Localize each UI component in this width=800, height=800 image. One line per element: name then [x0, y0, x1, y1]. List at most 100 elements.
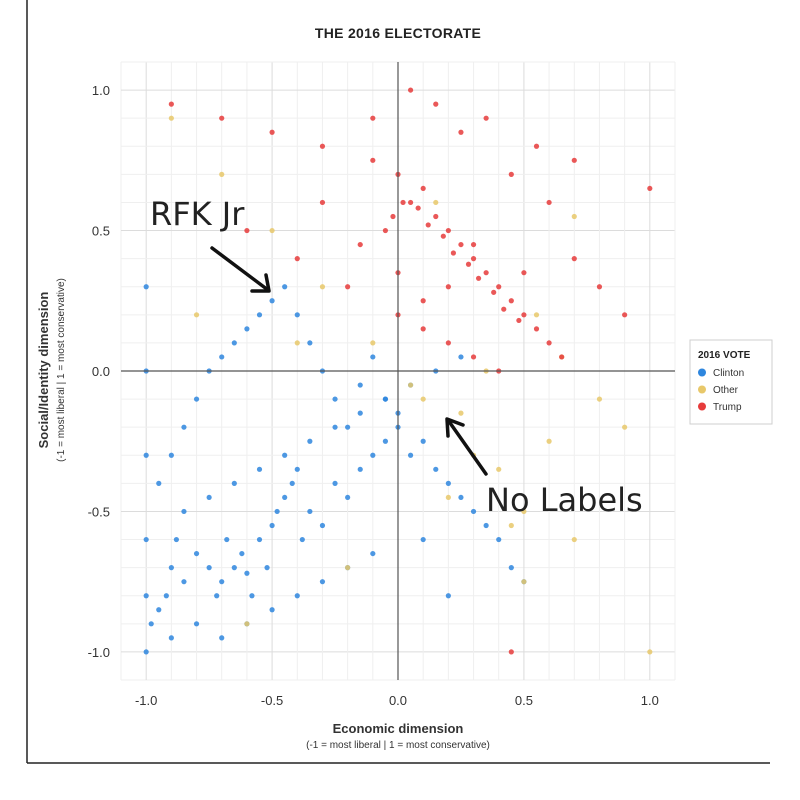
data-point-trump	[244, 227, 250, 234]
data-point-trump	[622, 312, 628, 318]
data-point-clinton	[294, 466, 300, 472]
data-point-other	[521, 508, 527, 515]
annotation-rfk-jr: RFK Jr	[150, 195, 245, 233]
data-point-clinton	[219, 354, 225, 360]
data-point-trump	[483, 115, 489, 121]
x-tick-label: 0.5	[515, 693, 533, 708]
data-point-trump	[370, 115, 376, 121]
data-point-other	[370, 340, 376, 346]
x-axis-title: Economic dimension	[333, 721, 464, 736]
data-point-clinton	[256, 312, 263, 318]
data-point-clinton	[332, 480, 338, 486]
data-point-clinton	[269, 522, 275, 529]
data-point-trump	[470, 241, 477, 248]
data-point-clinton	[163, 593, 169, 599]
data-point-clinton	[294, 593, 300, 599]
data-point-clinton	[357, 382, 363, 388]
data-point-clinton	[231, 340, 237, 346]
data-point-other	[546, 438, 552, 444]
x-tick-label: 0.0	[389, 693, 407, 708]
data-point-clinton	[214, 593, 220, 599]
legend-label-other: Other	[713, 385, 739, 396]
data-point-clinton	[231, 480, 237, 486]
data-point-trump	[571, 256, 577, 262]
data-point-clinton	[483, 522, 489, 529]
x-tick-label: 1.0	[641, 693, 659, 708]
annotation-arrow-rfk-jr	[210, 246, 270, 292]
data-point-clinton	[345, 494, 351, 501]
data-point-clinton	[299, 536, 305, 543]
tick-labels: -1.0 -0.5 0.0 0.5 1.0 -1.0 -0.5 0.0 0.5 1.0	[88, 83, 659, 708]
data-point-clinton	[193, 550, 200, 557]
data-point-other	[319, 284, 326, 290]
data-point-clinton	[458, 494, 464, 501]
y-tick-label: 1.0	[92, 83, 110, 98]
data-point-clinton	[156, 480, 162, 486]
data-point-trump	[508, 649, 514, 655]
data-point-clinton	[143, 649, 149, 655]
chart-title: THE 2016 ELECTORATE	[315, 25, 481, 41]
data-point-clinton	[244, 326, 250, 332]
data-point-other	[407, 382, 414, 388]
data-point-clinton	[370, 550, 376, 557]
data-point-trump	[319, 143, 326, 149]
data-point-clinton	[181, 579, 187, 585]
y-axis-title: Social/Identity dimension	[36, 292, 51, 449]
data-point-other	[571, 536, 577, 543]
data-point-trump	[596, 284, 603, 290]
data-point-clinton	[282, 452, 288, 458]
x-axis-note: (-1 = most liberal | 1 = most conservati…	[306, 740, 490, 751]
data-point-other	[193, 312, 200, 318]
data-point-trump	[475, 275, 482, 281]
annotation-arrow-no-labels	[446, 418, 488, 476]
data-point-trump	[647, 185, 653, 192]
data-point-other	[445, 494, 451, 501]
data-point-clinton	[508, 565, 514, 571]
legend-label-clinton: Clinton	[713, 368, 744, 379]
data-point-clinton	[143, 452, 149, 458]
data-point-clinton	[143, 284, 149, 290]
data-point-trump	[546, 340, 552, 346]
y-tick-label: -0.5	[88, 504, 110, 519]
data-point-clinton	[181, 424, 187, 430]
data-point-clinton	[193, 621, 200, 627]
data-point-clinton	[274, 508, 280, 515]
data-point-other	[294, 340, 300, 346]
data-point-trump	[269, 129, 275, 135]
data-point-clinton	[289, 480, 295, 486]
data-point-clinton	[206, 565, 212, 571]
data-point-trump	[420, 185, 426, 192]
data-point-other	[508, 522, 514, 529]
data-point-trump	[345, 284, 351, 290]
legend: 2016 VOTE Clinton Other Trump	[689, 339, 773, 425]
data-point-clinton	[224, 536, 230, 543]
data-point-clinton	[433, 466, 439, 472]
data-point-clinton	[173, 536, 179, 543]
data-point-trump	[357, 241, 363, 248]
data-point-clinton	[307, 340, 313, 346]
data-point-trump	[433, 213, 439, 220]
data-point-trump	[400, 199, 406, 206]
data-point-other	[647, 649, 653, 655]
data-point-clinton	[407, 452, 414, 458]
data-point-clinton	[181, 508, 187, 515]
data-point-clinton	[307, 508, 313, 515]
data-point-clinton	[239, 550, 245, 557]
data-point-trump	[407, 87, 414, 93]
y-tick-label: 0.5	[92, 224, 110, 239]
data-point-trump	[496, 284, 502, 290]
data-point-trump	[219, 115, 225, 121]
data-point-clinton	[420, 438, 426, 444]
data-point-other	[433, 199, 439, 206]
y-tick-label: -1.0	[88, 645, 110, 660]
data-point-clinton	[219, 579, 225, 585]
data-point-trump	[390, 213, 396, 220]
data-point-other	[521, 579, 527, 585]
data-point-clinton	[143, 536, 149, 543]
data-point-clinton	[420, 536, 426, 543]
data-point-clinton	[256, 536, 263, 543]
data-point-trump	[465, 261, 472, 267]
data-point-clinton	[319, 522, 326, 529]
annotation-no-labels: No Labels	[486, 481, 643, 519]
